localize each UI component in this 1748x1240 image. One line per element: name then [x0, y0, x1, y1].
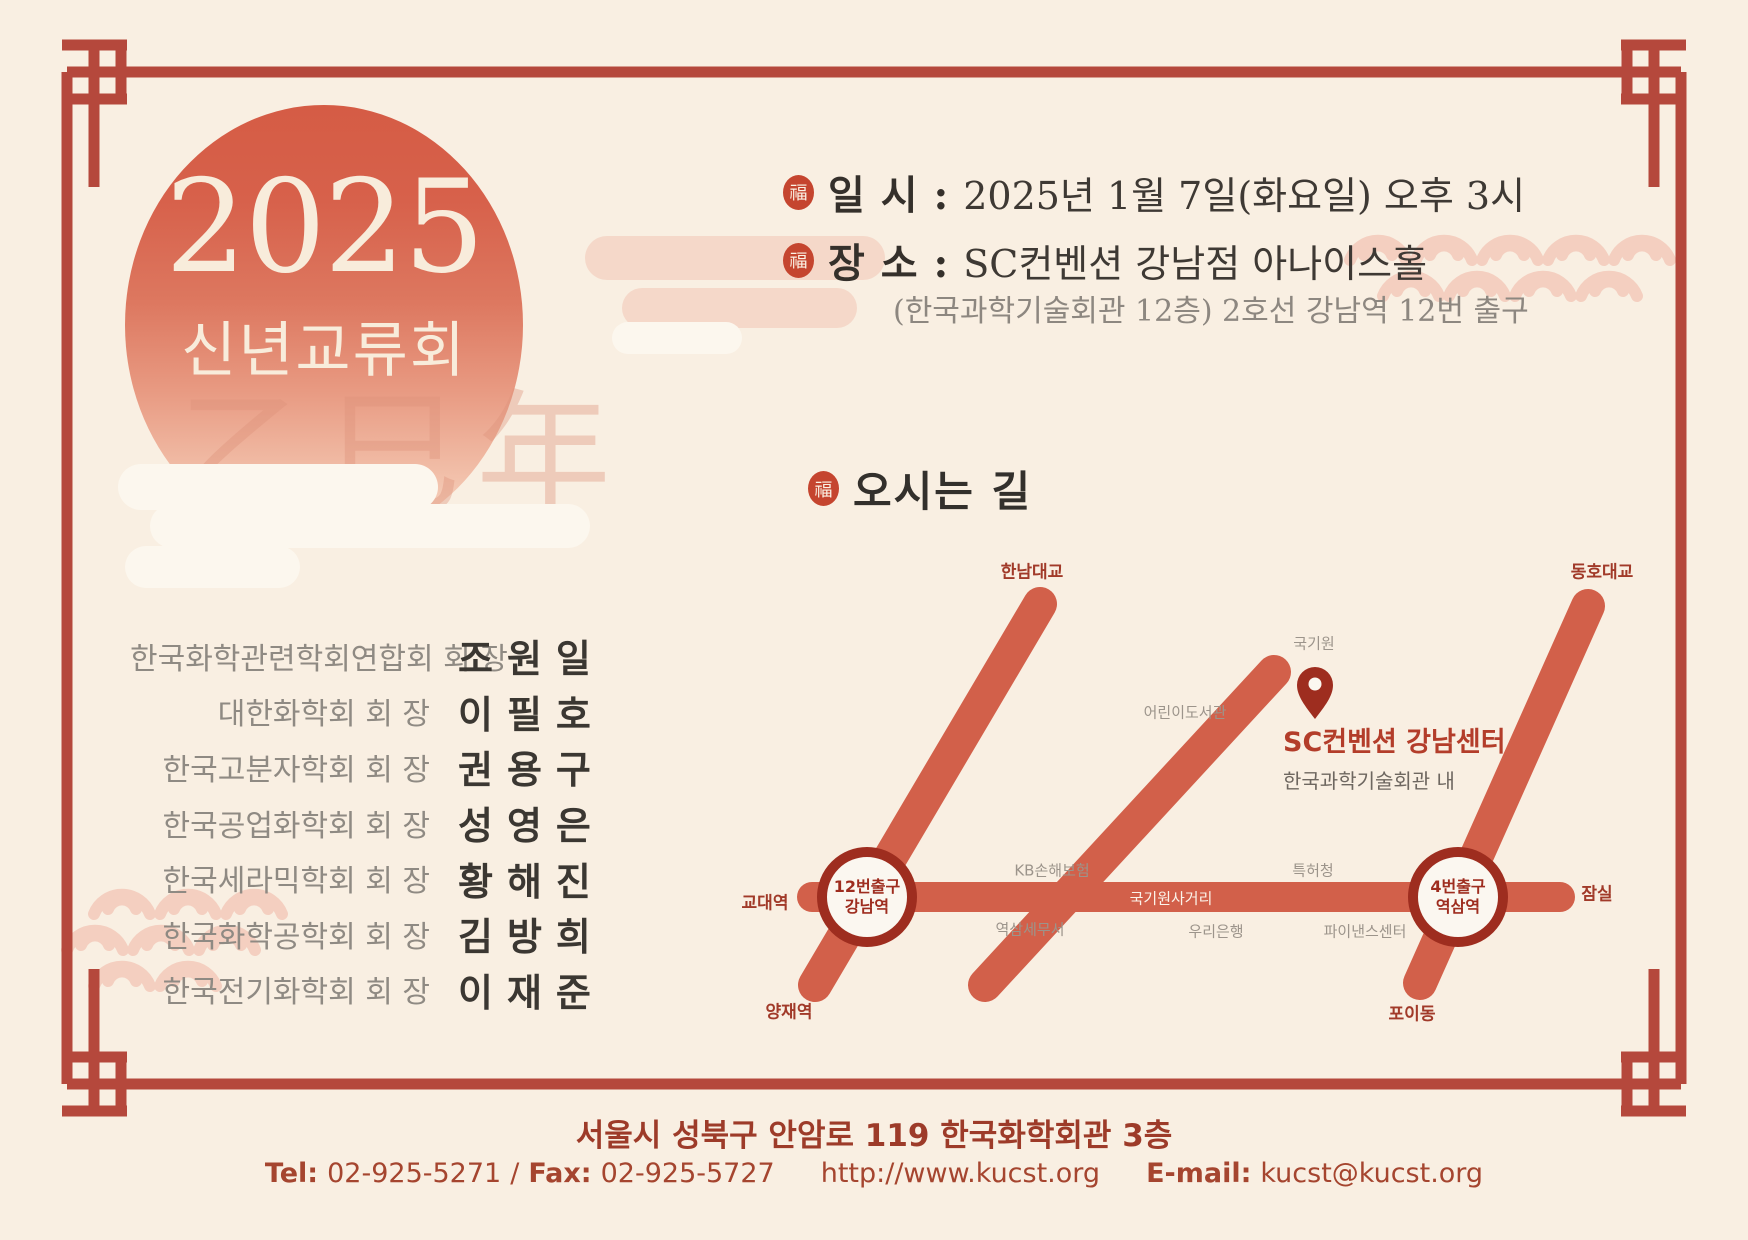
- directions-heading-row: 福 오시는 길: [808, 458, 1032, 519]
- destination-subtitle: 한국과학기술회관 내: [1283, 769, 1455, 793]
- map-label-finance-center: 파이낸스센터: [1323, 922, 1407, 941]
- location-pin-icon: [1297, 667, 1333, 719]
- fortune-stamp-icon: 福: [783, 174, 814, 210]
- cloud-decoration: [150, 504, 590, 548]
- list-item: 한국세라믹학회 회 장 황해진: [130, 850, 605, 906]
- directions-heading: 오시는 길: [853, 467, 1033, 516]
- venue-value: SC컨벤션 강남점 아나이스홀: [963, 241, 1428, 286]
- venue-note: (한국과학기술회관 12층) 2호선 강남역 12번 출구: [893, 294, 1529, 329]
- event-title: 신년교류회: [181, 315, 467, 386]
- footer-contact: Tel: 02-925-5271 / Fax: 02-925-5727 http…: [0, 1158, 1748, 1189]
- map-label-kb-insurance: KB손해보험: [1014, 861, 1090, 880]
- tel-label: Tel:: [264, 1158, 319, 1189]
- president-org: 한국세라믹학회 회 장: [162, 864, 430, 900]
- map-label-woori-bank: 우리은행: [1188, 922, 1244, 941]
- station-badge-gangnam: 12번출구 강남역: [834, 877, 900, 917]
- president-name: 권용구: [458, 747, 605, 793]
- cloud-decoration: [585, 236, 885, 280]
- cloud-decoration: [125, 546, 300, 588]
- list-item: 한국전기화학회 회 장 이재준: [130, 962, 605, 1018]
- map-label-jamsil: 잠실: [1581, 884, 1613, 905]
- map-label-yangjae-station: 양재역: [765, 1002, 813, 1023]
- map-label-gukgiwon: 국기원: [1293, 634, 1335, 653]
- map-destination: SC컨벤션 강남센터 한국과학기술회관 내: [1283, 720, 1506, 794]
- president-org: 대한화학회 회 장: [217, 697, 430, 733]
- map-label-children-library: 어린이도서관: [1143, 703, 1227, 722]
- fax-number: 02-925-5727: [600, 1158, 775, 1189]
- tel-fax-separator: /: [510, 1158, 520, 1189]
- station-name: 역삼역: [1435, 897, 1481, 916]
- cloud-decoration: [622, 288, 857, 328]
- map-label-yeoksam-tax-office: 역삼세무서: [995, 920, 1065, 939]
- map-label-gukgiwon-junction: 국기원사거리: [1129, 889, 1213, 908]
- president-org: 한국화학공학회 회 장: [162, 919, 430, 955]
- map-label-patent-office: 특허청: [1292, 861, 1334, 880]
- fortune-stamp-icon: 福: [808, 471, 839, 506]
- president-name: 김방희: [458, 914, 605, 960]
- president-org: 한국화학관련학회연합회 회 장: [130, 641, 508, 677]
- president-name: 이재준: [458, 969, 605, 1015]
- president-org: 한국전기화학회 회 장: [162, 975, 430, 1011]
- list-item: 한국화학관련학회연합회 회 장 조원일: [130, 628, 605, 684]
- map-label-dongho-bridge: 동호대교: [1570, 562, 1634, 583]
- datetime-row: 福 일 시 : 2025년 1월 7일(화요일) 오후 3시: [783, 163, 1525, 221]
- datetime-label: 일 시 :: [828, 172, 950, 219]
- destination-title: SC컨벤션 강남센터: [1283, 727, 1506, 758]
- frame-corner-ornament: [1621, 969, 1686, 1116]
- cloud-decoration: [118, 464, 438, 510]
- frame-corner-ornament: [1621, 40, 1686, 187]
- station-badge-yeoksam: 4번출구 역삼역: [1430, 877, 1485, 917]
- cloud-decoration: [612, 322, 742, 354]
- president-org: 한국공업화학회 회 장: [162, 808, 430, 844]
- list-item: 한국고분자학회 회 장 권용구: [130, 739, 605, 795]
- datetime-value: 2025년 1월 7일(화요일) 오후 3시: [963, 173, 1526, 218]
- footer-tel-fax: Tel: 02-925-5271 / Fax: 02-925-5727: [265, 1158, 775, 1189]
- president-name: 이필호: [458, 691, 605, 737]
- frame-corner-ornament: [62, 40, 127, 187]
- fortune-stamp-icon: 福: [783, 242, 814, 278]
- map-label-gyodae-station: 교대역: [741, 893, 789, 914]
- year-number: 2025: [165, 153, 485, 302]
- footer-email: E-mail: kucst@kucst.org: [1146, 1158, 1483, 1189]
- footer-address: 서울시 성북구 안암로 119 한국화학회관 3층: [575, 1118, 1173, 1154]
- venue-label: 장 소 :: [828, 240, 950, 287]
- presidents-list: 한국화학관련학회연합회 회 장 조원일 대한화학회 회 장 이필호 한국고분자학…: [130, 628, 605, 1017]
- president-org: 한국고분자학회 회 장: [162, 752, 430, 788]
- list-item: 한국화학공학회 회 장 김방희: [130, 906, 605, 962]
- frame-corner-ornament: [62, 969, 127, 1116]
- president-name: 성영은: [458, 803, 605, 849]
- president-name: 황해진: [458, 858, 605, 904]
- email-address: kucst@kucst.org: [1260, 1158, 1484, 1189]
- footer-website: http://www.kucst.org: [820, 1158, 1101, 1189]
- station-name: 강남역: [844, 897, 890, 916]
- station-exit: 4번출구: [1430, 877, 1486, 896]
- president-name: 조원일: [458, 636, 605, 682]
- list-item: 한국공업화학회 회 장 성영은: [130, 795, 605, 851]
- map-label-poi-dong: 포이동: [1388, 1004, 1436, 1025]
- map-label-hannam-bridge: 한남대교: [1000, 562, 1064, 583]
- fax-label: Fax:: [528, 1158, 592, 1189]
- venue-row: 福 장 소 : SC컨벤션 강남점 아나이스홀: [783, 231, 1427, 289]
- email-label: E-mail:: [1146, 1158, 1252, 1189]
- tel-number: 02-925-5271: [327, 1158, 502, 1189]
- list-item: 대한화학회 회 장 이필호: [130, 684, 605, 740]
- station-exit: 12번출구: [833, 877, 901, 896]
